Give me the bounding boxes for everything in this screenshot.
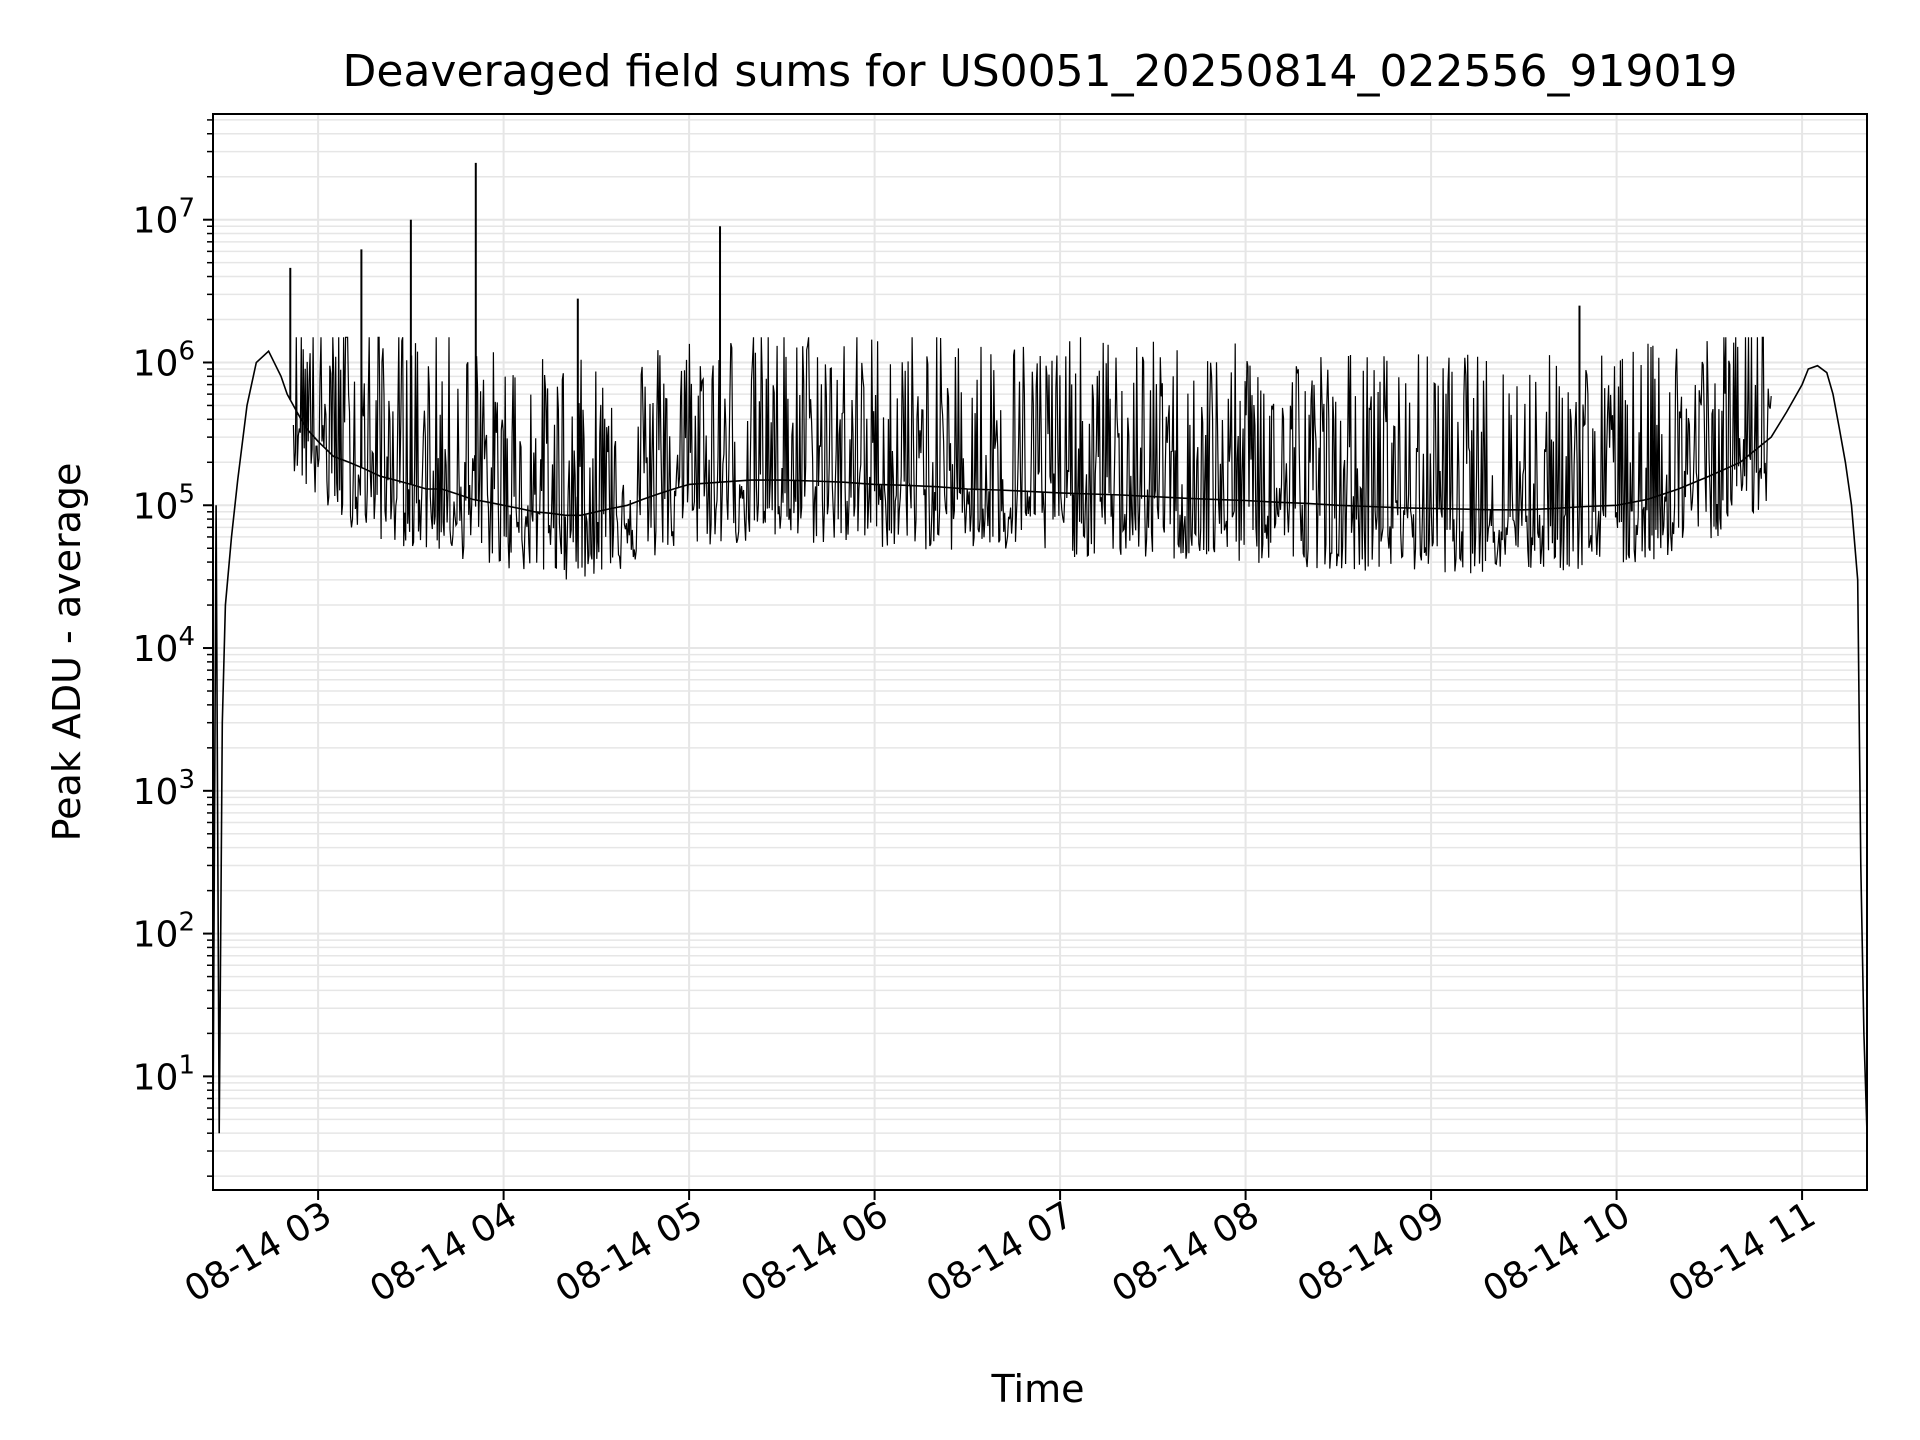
plot-frame — [212, 113, 1868, 1191]
chart-title: Deaveraged field sums for US0051_2025081… — [343, 46, 1738, 97]
y-tick-label: 105 — [133, 479, 195, 527]
y-axis-ticks: 101 102 103 104 105 106 107 — [133, 119, 213, 1177]
plot-line-group — [212, 336, 1868, 1134]
grid — [213, 114, 1867, 1190]
series-noise-band — [292, 336, 1772, 580]
y-tick-label: 101 — [133, 1050, 195, 1098]
spike-group — [289, 162, 1581, 516]
y-axis-label: Peak ADU - average — [45, 463, 89, 842]
x-axis-label: Time — [991, 1367, 1085, 1411]
y-tick-label: 103 — [133, 765, 195, 813]
y-tick-label: 104 — [133, 622, 195, 670]
y-tick-label: 106 — [133, 336, 195, 384]
y-tick-label: 107 — [133, 194, 195, 242]
y-tick-label: 102 — [133, 908, 195, 956]
